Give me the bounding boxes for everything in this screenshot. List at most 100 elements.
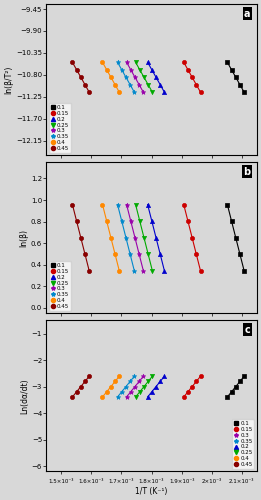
- Point: [234, 234, 238, 242]
- Point: [134, 200, 138, 208]
- Point: [234, 74, 238, 82]
- Point: [109, 234, 113, 242]
- Point: [87, 372, 91, 380]
- Point: [182, 58, 186, 66]
- Point: [128, 250, 132, 258]
- Point: [198, 267, 203, 275]
- Point: [229, 388, 234, 396]
- Point: [141, 88, 145, 96]
- Point: [234, 382, 238, 390]
- Text: a: a: [244, 8, 251, 18]
- Point: [198, 88, 203, 96]
- Legend: 0.1, 0.15, 0.2, 0.25, 0.3, 0.35, 0.4, 0.45: 0.1, 0.15, 0.2, 0.25, 0.3, 0.35, 0.4, 0.…: [49, 262, 71, 310]
- Point: [146, 250, 150, 258]
- Point: [105, 66, 109, 74]
- Text: b: b: [244, 167, 251, 177]
- Point: [115, 200, 120, 208]
- Point: [190, 234, 194, 242]
- Point: [162, 88, 167, 96]
- Point: [115, 58, 120, 66]
- Point: [124, 74, 128, 82]
- Point: [158, 378, 162, 386]
- Point: [100, 200, 105, 208]
- Point: [186, 217, 190, 225]
- Point: [238, 250, 242, 258]
- Point: [150, 66, 154, 74]
- Point: [133, 74, 137, 82]
- Point: [124, 382, 128, 390]
- Point: [138, 388, 142, 396]
- Point: [113, 81, 117, 89]
- Point: [154, 74, 158, 82]
- Point: [198, 372, 203, 380]
- Point: [115, 393, 120, 401]
- Point: [70, 393, 74, 401]
- Point: [117, 372, 121, 380]
- Point: [242, 267, 246, 275]
- Point: [70, 200, 74, 208]
- Point: [146, 58, 150, 66]
- Point: [87, 88, 91, 96]
- Point: [137, 378, 141, 386]
- Point: [238, 378, 242, 386]
- Point: [79, 382, 83, 390]
- Point: [83, 81, 87, 89]
- Point: [225, 58, 229, 66]
- Point: [100, 393, 105, 401]
- Point: [154, 234, 158, 242]
- Point: [225, 393, 229, 401]
- Y-axis label: Ln(dα/dt): Ln(dα/dt): [20, 378, 29, 414]
- Point: [150, 267, 155, 275]
- Point: [75, 66, 79, 74]
- Point: [113, 250, 117, 258]
- Point: [117, 267, 121, 275]
- Point: [242, 88, 246, 96]
- Point: [150, 88, 155, 96]
- Point: [109, 74, 113, 82]
- Point: [70, 58, 74, 66]
- Point: [142, 382, 146, 390]
- Point: [154, 382, 158, 390]
- Point: [142, 234, 146, 242]
- Point: [190, 74, 194, 82]
- Point: [158, 81, 162, 89]
- Point: [124, 234, 128, 242]
- Point: [146, 200, 150, 208]
- Point: [133, 234, 137, 242]
- Point: [150, 217, 154, 225]
- Point: [120, 66, 124, 74]
- Point: [225, 200, 229, 208]
- Point: [229, 66, 234, 74]
- Point: [142, 74, 146, 82]
- Point: [79, 74, 83, 82]
- Point: [141, 372, 145, 380]
- Point: [146, 378, 150, 386]
- Point: [105, 388, 109, 396]
- Point: [138, 66, 142, 74]
- Point: [132, 372, 137, 380]
- Point: [186, 66, 190, 74]
- Point: [124, 393, 129, 401]
- Point: [194, 378, 198, 386]
- Point: [229, 217, 234, 225]
- Point: [83, 378, 87, 386]
- Point: [129, 66, 133, 74]
- Y-axis label: ln(β): ln(β): [19, 229, 28, 247]
- Point: [120, 217, 124, 225]
- Point: [162, 372, 167, 380]
- Point: [132, 267, 137, 275]
- Point: [87, 267, 91, 275]
- Point: [182, 393, 186, 401]
- Legend: 0.1, 0.15, 0.2, 0.25, 0.3, 0.35, 0.4, 0.45: 0.1, 0.15, 0.2, 0.25, 0.3, 0.35, 0.4, 0.…: [49, 104, 71, 152]
- Point: [186, 388, 190, 396]
- Point: [162, 267, 167, 275]
- Point: [194, 250, 198, 258]
- Point: [190, 382, 194, 390]
- Text: c: c: [245, 325, 251, 335]
- Point: [132, 88, 137, 96]
- X-axis label: 1/T (K⁻¹): 1/T (K⁻¹): [135, 487, 168, 496]
- Point: [75, 388, 79, 396]
- Point: [79, 234, 83, 242]
- Point: [133, 382, 137, 390]
- Point: [150, 372, 155, 380]
